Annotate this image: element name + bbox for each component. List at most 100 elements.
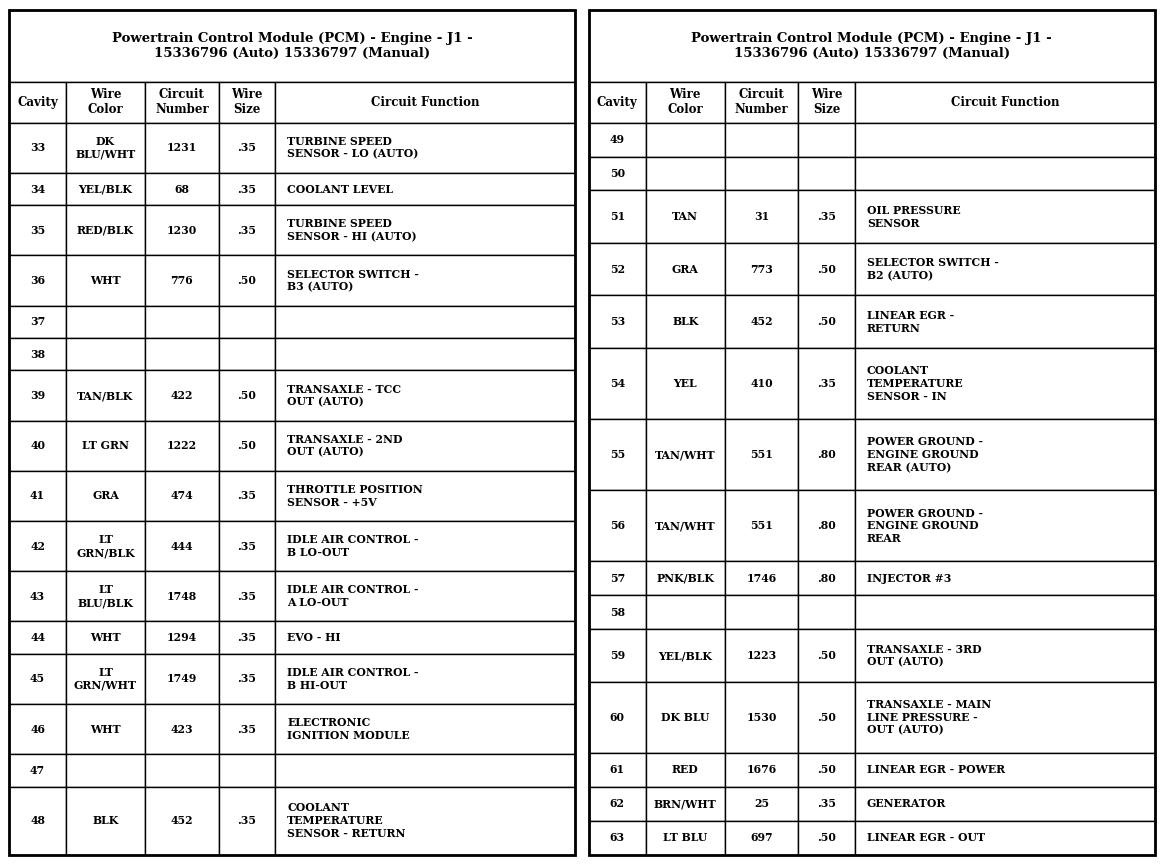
Text: LINEAR EGR - POWER: LINEAR EGR - POWER — [867, 765, 1005, 775]
Text: .50: .50 — [817, 264, 836, 275]
Text: Powertrain Control Module (PCM) - Engine - J1 -
15336796 (Auto) 15336797 (Manual: Powertrain Control Module (PCM) - Engine… — [112, 32, 473, 61]
Text: RED: RED — [672, 765, 698, 775]
Text: GENERATOR: GENERATOR — [867, 798, 946, 810]
Text: Cavity: Cavity — [17, 96, 58, 109]
Text: GRA: GRA — [92, 490, 119, 502]
Text: EVO - HI: EVO - HI — [288, 632, 341, 643]
Text: TRANSAXLE - TCC
OUT (AUTO): TRANSAXLE - TCC OUT (AUTO) — [288, 384, 402, 407]
Text: 42: 42 — [30, 541, 45, 552]
Text: 60: 60 — [610, 712, 625, 723]
Text: 1748: 1748 — [166, 591, 197, 602]
Text: .50: .50 — [817, 712, 836, 723]
Text: LINEAR EGR -
RETURN: LINEAR EGR - RETURN — [867, 310, 954, 334]
Text: COOLANT
TEMPERATURE
SENSOR - RETURN: COOLANT TEMPERATURE SENSOR - RETURN — [288, 803, 406, 839]
Text: 46: 46 — [30, 724, 45, 734]
Text: .35: .35 — [237, 632, 256, 643]
Text: YEL: YEL — [673, 378, 697, 389]
Text: SELECTOR SWITCH -
B2 (AUTO): SELECTOR SWITCH - B2 (AUTO) — [867, 257, 999, 281]
Text: IDLE AIR CONTROL -
A LO-OUT: IDLE AIR CONTROL - A LO-OUT — [288, 585, 419, 608]
Text: .50: .50 — [817, 832, 836, 843]
Text: .35: .35 — [817, 798, 836, 810]
Text: WHT: WHT — [90, 275, 121, 286]
Text: TAN/BLK: TAN/BLK — [77, 390, 134, 401]
Text: DK
BLU/WHT: DK BLU/WHT — [76, 136, 136, 160]
Text: Circuit
Number: Circuit Number — [155, 88, 208, 117]
Text: LT
GRN/BLK: LT GRN/BLK — [76, 535, 135, 558]
Text: TRANSAXLE - MAIN
LINE PRESSURE -
OUT (AUTO): TRANSAXLE - MAIN LINE PRESSURE - OUT (AU… — [867, 699, 991, 735]
Text: BLK: BLK — [672, 317, 698, 327]
Text: .50: .50 — [817, 317, 836, 327]
Text: 54: 54 — [610, 378, 625, 389]
Text: 61: 61 — [610, 765, 625, 775]
Text: 776: 776 — [170, 275, 193, 286]
Text: LT
GRN/WHT: LT GRN/WHT — [74, 667, 137, 691]
Text: 33: 33 — [30, 142, 45, 153]
Text: TAN/WHT: TAN/WHT — [655, 521, 716, 531]
Text: Wire
Color: Wire Color — [667, 88, 703, 117]
Text: 1676: 1676 — [746, 765, 776, 775]
Text: 63: 63 — [610, 832, 625, 843]
Text: DK BLU: DK BLU — [661, 712, 709, 723]
Text: .35: .35 — [237, 541, 256, 552]
Text: .35: .35 — [237, 674, 256, 684]
Text: 1530: 1530 — [746, 712, 776, 723]
Text: 474: 474 — [171, 490, 193, 502]
Text: 444: 444 — [171, 541, 193, 552]
Text: PNK/BLK: PNK/BLK — [656, 573, 714, 584]
Text: 59: 59 — [610, 650, 625, 661]
Text: 51: 51 — [610, 211, 625, 222]
Text: LT
BLU/BLK: LT BLU/BLK — [78, 585, 134, 608]
Text: WHT: WHT — [90, 632, 121, 643]
Text: 25: 25 — [754, 798, 769, 810]
Text: OIL PRESSURE
SENSOR: OIL PRESSURE SENSOR — [867, 205, 960, 228]
Text: BRN/WHT: BRN/WHT — [654, 798, 717, 810]
Text: Circuit Function: Circuit Function — [951, 96, 1059, 109]
Text: POWER GROUND -
ENGINE GROUND
REAR: POWER GROUND - ENGINE GROUND REAR — [867, 508, 982, 544]
Text: 57: 57 — [610, 573, 625, 584]
Text: 423: 423 — [171, 724, 193, 734]
Text: THROTTLE POSITION
SENSOR - +5V: THROTTLE POSITION SENSOR - +5V — [288, 484, 423, 508]
Text: .80: .80 — [817, 521, 836, 531]
Text: SELECTOR SWITCH -
B3 (AUTO): SELECTOR SWITCH - B3 (AUTO) — [288, 269, 419, 292]
Text: 38: 38 — [30, 349, 45, 360]
Text: YEL/BLK: YEL/BLK — [658, 650, 712, 661]
Text: 773: 773 — [750, 264, 773, 275]
Text: 697: 697 — [751, 832, 773, 843]
Text: 39: 39 — [30, 390, 45, 401]
Text: 68: 68 — [175, 183, 190, 195]
Text: 1294: 1294 — [166, 632, 197, 643]
Text: COOLANT
TEMPERATURE
SENSOR - IN: COOLANT TEMPERATURE SENSOR - IN — [867, 365, 964, 402]
Text: 35: 35 — [30, 225, 45, 236]
Text: .35: .35 — [817, 378, 836, 389]
Text: 41: 41 — [30, 490, 45, 502]
Text: 31: 31 — [754, 211, 769, 222]
Text: POWER GROUND -
ENGINE GROUND
REAR (AUTO): POWER GROUND - ENGINE GROUND REAR (AUTO) — [867, 437, 982, 473]
Text: Powertrain Control Module (PCM) - Engine - J1 -
15336796 (Auto) 15336797 (Manual: Powertrain Control Module (PCM) - Engine… — [691, 32, 1052, 61]
Text: WHT: WHT — [90, 724, 121, 734]
Text: TURBINE SPEED
SENSOR - HI (AUTO): TURBINE SPEED SENSOR - HI (AUTO) — [288, 219, 417, 242]
Text: 410: 410 — [751, 378, 773, 389]
Text: 55: 55 — [610, 449, 625, 460]
Text: 34: 34 — [30, 183, 45, 195]
Text: 37: 37 — [30, 317, 45, 327]
Text: .35: .35 — [237, 225, 256, 236]
Text: LT BLU: LT BLU — [663, 832, 708, 843]
Text: 56: 56 — [610, 521, 625, 531]
Text: COOLANT LEVEL: COOLANT LEVEL — [288, 183, 393, 195]
Text: 1223: 1223 — [746, 650, 776, 661]
Text: .50: .50 — [237, 390, 256, 401]
Text: ELECTRONIC
IGNITION MODULE: ELECTRONIC IGNITION MODULE — [288, 717, 410, 741]
Text: .35: .35 — [237, 490, 256, 502]
Text: TAN/WHT: TAN/WHT — [655, 449, 716, 460]
Text: 45: 45 — [30, 674, 45, 684]
Text: Circuit Function: Circuit Function — [371, 96, 480, 109]
Text: 551: 551 — [750, 449, 773, 460]
Text: 1746: 1746 — [746, 573, 776, 584]
Text: Cavity: Cavity — [597, 96, 638, 109]
Text: TURBINE SPEED
SENSOR - LO (AUTO): TURBINE SPEED SENSOR - LO (AUTO) — [288, 136, 419, 160]
Text: LT GRN: LT GRN — [81, 440, 129, 452]
Text: Wire
Size: Wire Size — [811, 88, 843, 117]
Text: .35: .35 — [237, 183, 256, 195]
Text: .35: .35 — [237, 724, 256, 734]
Text: 1222: 1222 — [166, 440, 197, 452]
